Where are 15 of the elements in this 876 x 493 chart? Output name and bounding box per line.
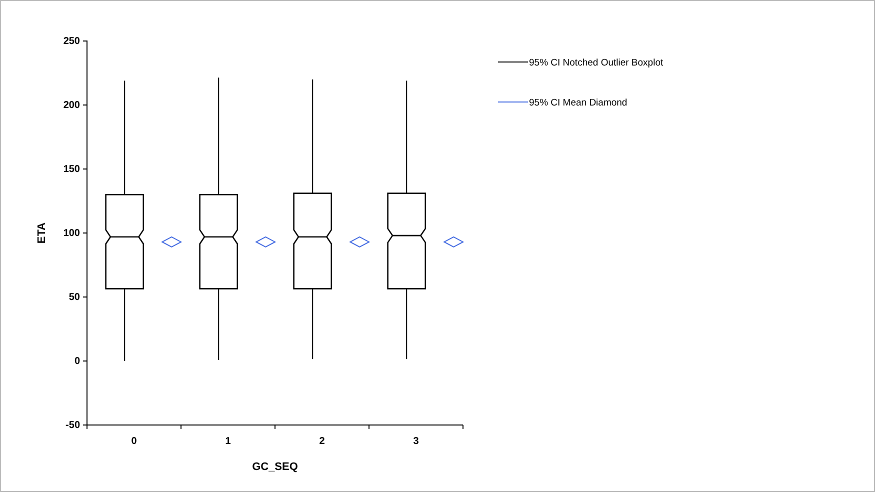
y-tick-label: 250 (63, 36, 80, 48)
legend-label: 95% CI Notched Outlier Boxplot (529, 57, 664, 68)
y-tick-label: 200 (63, 100, 80, 112)
x-tick-label: 2 (319, 436, 326, 447)
y-tick-label: 150 (63, 164, 80, 176)
x-tick-label: 3 (413, 436, 420, 447)
y-tick-label: 50 (68, 292, 80, 304)
y-tick-label: 100 (63, 228, 80, 240)
legend-label: 95% CI Mean Diamond (529, 97, 628, 108)
y-axis-title: ETA (36, 222, 48, 244)
x-axis-title: GC_SEQ (252, 461, 298, 473)
x-tick-label: 0 (131, 436, 138, 447)
y-tick-label: 0 (74, 356, 80, 368)
x-tick-label: 1 (225, 436, 232, 447)
y-tick-label: -50 (66, 420, 80, 432)
